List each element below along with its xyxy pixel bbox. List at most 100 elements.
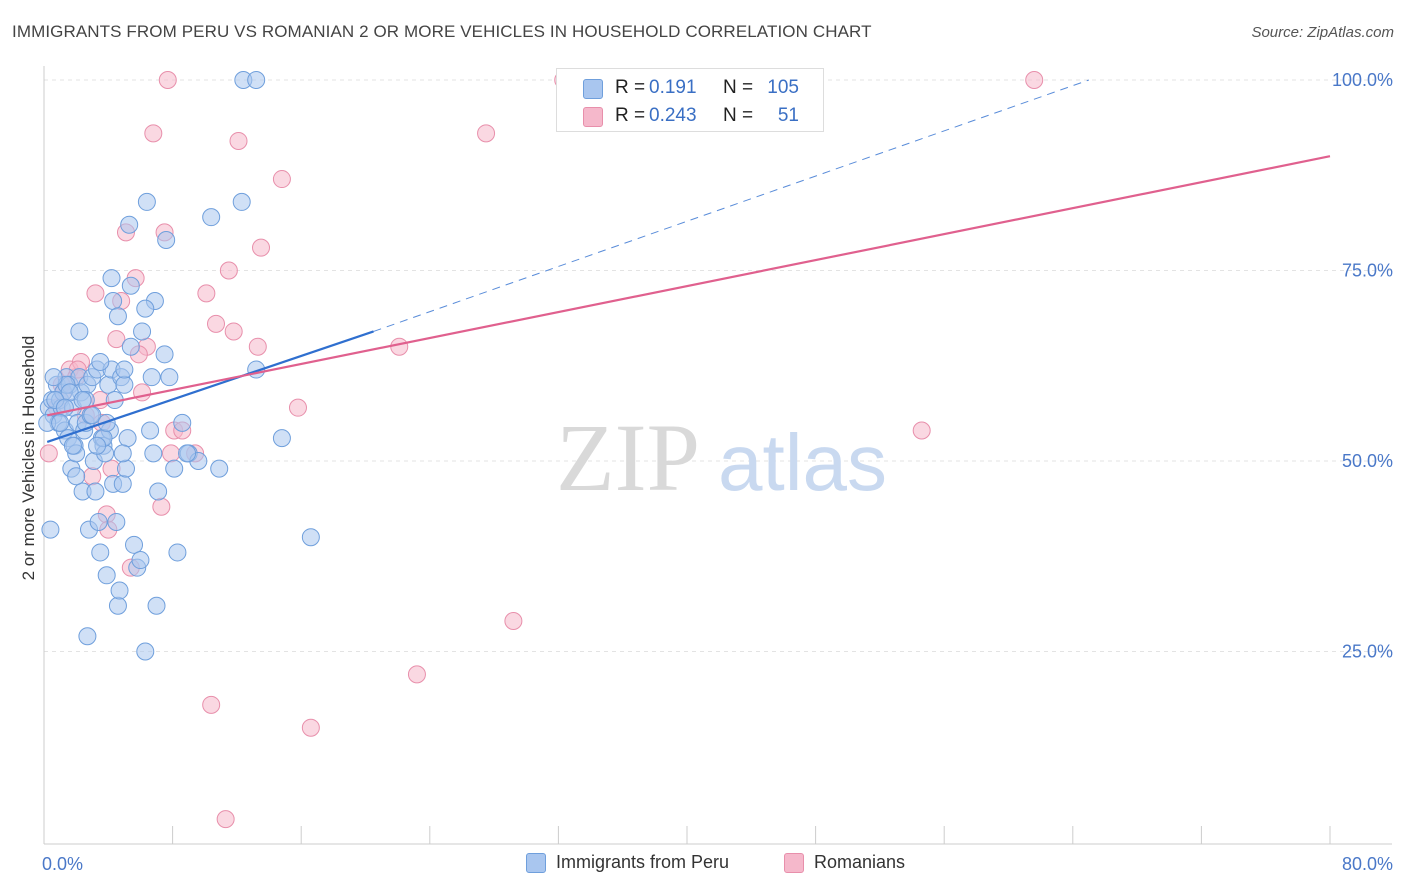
point-peru [113, 444, 132, 463]
point-peru [44, 368, 63, 387]
point-peru [107, 512, 126, 531]
point-peru [115, 375, 134, 394]
point-romanians [272, 170, 291, 189]
point-peru [141, 421, 160, 440]
y-axis-label: 2 or more Vehicles in Household [19, 336, 38, 581]
point-peru [142, 368, 161, 387]
point-romanians [1025, 71, 1044, 89]
watermark: ZIP atlas [556, 404, 887, 511]
point-peru [168, 543, 187, 562]
point-peru [160, 368, 179, 387]
point-peru [78, 627, 97, 646]
series-romanians [39, 71, 1044, 829]
trend-line-romanians [46, 155, 1331, 417]
y-tick-label: 25.0% [1342, 642, 1393, 662]
point-romanians [152, 497, 171, 516]
r-label: R = [615, 105, 646, 126]
point-peru [125, 535, 144, 554]
point-peru [108, 596, 127, 615]
stats-row-peru: R = 0.191 N = 105 [557, 75, 823, 103]
point-peru [131, 551, 150, 570]
point-romanians [390, 337, 409, 356]
point-peru [121, 276, 140, 295]
point-peru [247, 71, 266, 89]
y-tick-label: 50.0% [1342, 451, 1393, 471]
trend-line-peru [46, 330, 374, 443]
point-peru [70, 322, 89, 341]
point-peru [155, 345, 174, 364]
point-peru [86, 482, 105, 501]
point-peru [232, 192, 251, 211]
point-romanians [912, 421, 931, 440]
legend-item-romanians[interactable]: Romanians [784, 852, 905, 873]
point-peru [120, 215, 139, 234]
source-label: Source: ZipAtlas.com [1251, 24, 1394, 41]
point-romanians [219, 261, 238, 280]
stats-swatch-peru [583, 79, 603, 99]
point-peru [88, 436, 107, 455]
point-peru [149, 482, 168, 501]
x-tick-label: 80.0% [1342, 854, 1393, 874]
legend: Immigrants from Peru Romanians [0, 852, 1406, 878]
r-value: 0.191 [649, 77, 697, 98]
point-peru [63, 436, 82, 455]
r-label: R = [615, 77, 646, 98]
trend-line-peru-extension [373, 79, 1090, 332]
point-peru [91, 352, 110, 371]
point-peru [113, 474, 132, 493]
point-peru [89, 512, 108, 531]
point-peru [173, 413, 192, 432]
point-peru [115, 360, 134, 379]
legend-label-romanians: Romanians [814, 852, 906, 872]
point-peru [272, 429, 291, 448]
point-peru [67, 467, 86, 486]
legend-swatch-romanians [784, 852, 804, 873]
point-peru [91, 543, 110, 562]
chart-title: IMMIGRANTS FROM PERU VS ROMANIAN 2 OR MO… [12, 22, 872, 41]
point-peru [136, 642, 155, 661]
legend-item-peru[interactable]: Immigrants from Peru [526, 852, 729, 873]
point-romanians [477, 124, 496, 143]
watermark-zip: ZIP [556, 404, 700, 511]
point-romanians [39, 444, 58, 463]
point-peru [104, 291, 123, 310]
n-label: N = [723, 77, 754, 98]
x-tick-label: 0.0% [42, 854, 83, 874]
point-peru [116, 459, 135, 478]
point-romanians [301, 718, 320, 737]
point-peru [301, 528, 320, 547]
point-peru [41, 520, 60, 539]
point-peru [136, 299, 155, 318]
point-romanians [252, 238, 271, 257]
stats-legend: R = 0.191 N = 105 R = 0.243 N = 51 [556, 68, 824, 132]
legend-swatch-peru [526, 852, 546, 873]
grid-lines: 25.0% 50.0% 75.0% 100.0% [44, 70, 1393, 662]
point-romanians [407, 665, 426, 684]
point-peru [137, 192, 156, 211]
point-peru [97, 566, 116, 585]
point-peru [118, 429, 137, 448]
point-peru [202, 208, 221, 227]
y-tick-label: 75.0% [1342, 261, 1393, 281]
stats-row-romanians: R = 0.243 N = 51 [557, 103, 823, 131]
point-romanians [224, 322, 243, 341]
point-romanians [202, 695, 221, 714]
point-romanians [197, 284, 216, 303]
point-romanians [83, 467, 102, 486]
point-romanians [158, 71, 177, 89]
point-romanians [161, 444, 180, 463]
point-romanians [504, 612, 523, 631]
point-peru [51, 413, 70, 432]
point-peru [210, 459, 229, 478]
axes: 0.0% 80.0% [42, 66, 1393, 874]
point-romanians [229, 131, 248, 150]
r-value: 0.243 [649, 105, 697, 126]
point-romanians [216, 810, 235, 829]
point-peru [121, 337, 140, 356]
watermark-atlas: atlas [718, 418, 887, 507]
point-peru [108, 307, 127, 326]
n-value: 51 [777, 105, 799, 126]
legend-label-peru: Immigrants from Peru [556, 852, 730, 872]
point-peru [144, 444, 163, 463]
n-value: 105 [767, 77, 799, 98]
